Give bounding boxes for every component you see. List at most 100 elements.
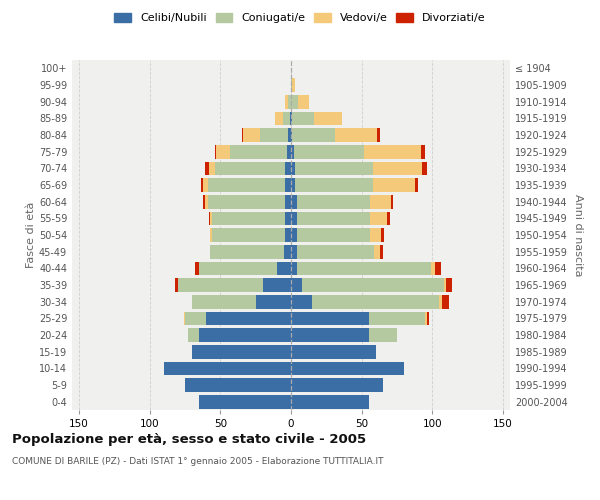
Bar	[212, 212, 286, 225]
Bar	[296, 228, 370, 242]
Bar	[422, 162, 427, 175]
Bar	[286, 178, 291, 192]
Bar	[291, 228, 296, 242]
Bar	[199, 328, 291, 342]
Bar	[290, 112, 291, 125]
Bar	[195, 262, 199, 275]
Bar	[370, 195, 391, 208]
Bar	[185, 312, 206, 325]
Bar	[291, 262, 296, 275]
Bar	[175, 278, 178, 292]
Bar	[291, 95, 298, 108]
Bar	[314, 112, 342, 125]
Bar	[291, 312, 369, 325]
Bar	[370, 228, 382, 242]
Bar	[230, 145, 287, 158]
Legend: Celibi/Nubili, Coniugati/e, Vedovi/e, Divorziati/e: Celibi/Nubili, Coniugati/e, Vedovi/e, Di…	[110, 8, 490, 28]
Bar	[291, 178, 295, 192]
Bar	[442, 295, 449, 308]
Bar	[291, 328, 369, 342]
Bar	[443, 278, 446, 292]
Bar	[415, 178, 418, 192]
Bar	[296, 195, 370, 208]
Bar	[184, 312, 185, 325]
Y-axis label: Fasce di età: Fasce di età	[26, 202, 36, 268]
Bar	[286, 162, 291, 175]
Text: COMUNE DI BARILE (PZ) - Dati ISTAT 1° gennaio 2005 - Elaborazione TUTTITALIA.IT: COMUNE DI BARILE (PZ) - Dati ISTAT 1° ge…	[12, 457, 383, 466]
Bar	[431, 262, 435, 275]
Bar	[391, 195, 393, 208]
Text: Popolazione per età, sesso e stato civile - 2005: Popolazione per età, sesso e stato civil…	[12, 432, 366, 446]
Bar	[185, 378, 291, 392]
Bar	[203, 195, 205, 208]
Bar	[296, 245, 374, 258]
Bar	[208, 195, 286, 208]
Bar	[291, 278, 302, 292]
Bar	[302, 278, 443, 292]
Bar	[286, 195, 291, 208]
Bar	[288, 128, 291, 142]
Bar	[439, 295, 442, 308]
Bar	[292, 128, 335, 142]
Bar	[370, 212, 387, 225]
Bar	[205, 195, 208, 208]
Bar	[200, 178, 203, 192]
Bar	[286, 95, 288, 108]
Bar	[295, 178, 373, 192]
Bar	[260, 128, 288, 142]
Bar	[199, 395, 291, 408]
Bar	[291, 245, 296, 258]
Bar	[446, 278, 452, 292]
Bar	[211, 245, 284, 258]
Bar	[205, 162, 209, 175]
Bar	[291, 78, 292, 92]
Bar	[291, 345, 376, 358]
Bar	[364, 145, 421, 158]
Bar	[211, 212, 212, 225]
Bar	[291, 162, 295, 175]
Bar	[292, 78, 295, 92]
Bar	[292, 112, 314, 125]
Bar	[298, 95, 310, 108]
Bar	[296, 212, 370, 225]
Bar	[291, 295, 312, 308]
Bar	[211, 228, 212, 242]
Bar	[209, 162, 215, 175]
Bar	[291, 145, 294, 158]
Bar	[209, 212, 211, 225]
Bar	[427, 312, 430, 325]
Bar	[421, 145, 425, 158]
Bar	[216, 145, 230, 158]
Bar	[288, 95, 291, 108]
Bar	[192, 295, 256, 308]
Y-axis label: Anni di nascita: Anni di nascita	[573, 194, 583, 276]
Bar	[284, 245, 291, 258]
Bar	[369, 312, 425, 325]
Bar	[291, 362, 404, 375]
Bar	[287, 145, 291, 158]
Bar	[275, 112, 283, 125]
Bar	[425, 312, 427, 325]
Bar	[382, 228, 384, 242]
Bar	[291, 212, 296, 225]
Bar	[206, 312, 291, 325]
Bar	[164, 362, 291, 375]
Bar	[192, 345, 291, 358]
Bar	[243, 128, 260, 142]
Bar	[335, 128, 377, 142]
Bar	[291, 378, 383, 392]
Bar	[203, 178, 208, 192]
Bar	[286, 212, 291, 225]
Bar	[277, 262, 291, 275]
Bar	[212, 228, 286, 242]
Bar	[373, 162, 422, 175]
Bar	[178, 278, 263, 292]
Bar	[208, 178, 286, 192]
Bar	[256, 295, 291, 308]
Bar	[369, 328, 397, 342]
Bar	[312, 295, 439, 308]
Bar	[263, 278, 291, 292]
Bar	[294, 145, 364, 158]
Bar	[188, 328, 199, 342]
Bar	[374, 245, 380, 258]
